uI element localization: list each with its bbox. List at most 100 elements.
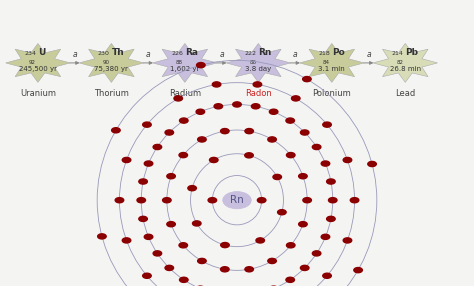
Polygon shape xyxy=(153,43,217,82)
Text: 234: 234 xyxy=(24,51,36,56)
Circle shape xyxy=(198,258,206,263)
Polygon shape xyxy=(79,43,144,82)
Circle shape xyxy=(165,130,173,135)
Text: 88: 88 xyxy=(176,60,183,65)
Circle shape xyxy=(122,157,131,162)
Circle shape xyxy=(321,161,330,166)
Text: Radon: Radon xyxy=(245,89,272,98)
Circle shape xyxy=(245,267,254,272)
Text: Rn: Rn xyxy=(230,195,244,205)
Text: 226: 226 xyxy=(171,51,183,56)
Circle shape xyxy=(343,157,352,162)
Text: 1,602 yr: 1,602 yr xyxy=(170,66,200,72)
Text: Radium: Radium xyxy=(169,89,201,98)
Circle shape xyxy=(299,174,307,179)
Circle shape xyxy=(174,96,182,101)
Text: Rn: Rn xyxy=(258,48,272,57)
Text: 26.8 min: 26.8 min xyxy=(390,66,421,72)
Text: 3.8 day: 3.8 day xyxy=(245,66,272,72)
Circle shape xyxy=(144,234,153,239)
Circle shape xyxy=(220,267,229,272)
Text: 222: 222 xyxy=(245,51,256,56)
Circle shape xyxy=(303,198,311,203)
Circle shape xyxy=(210,157,218,162)
Polygon shape xyxy=(6,43,70,82)
Circle shape xyxy=(122,238,131,243)
Circle shape xyxy=(98,234,106,239)
Circle shape xyxy=(214,104,223,109)
Circle shape xyxy=(197,63,205,68)
Circle shape xyxy=(143,273,151,278)
Circle shape xyxy=(268,258,276,263)
Circle shape xyxy=(198,137,206,142)
Circle shape xyxy=(233,102,241,107)
Circle shape xyxy=(208,198,217,203)
Text: a: a xyxy=(219,51,224,59)
Circle shape xyxy=(212,82,221,87)
Circle shape xyxy=(328,198,337,203)
Circle shape xyxy=(245,153,253,158)
Circle shape xyxy=(273,174,282,180)
Circle shape xyxy=(286,277,294,282)
Circle shape xyxy=(192,221,201,226)
Text: 84: 84 xyxy=(323,60,330,65)
Circle shape xyxy=(167,222,175,227)
Circle shape xyxy=(292,96,300,101)
Text: Pb: Pb xyxy=(405,48,418,57)
Circle shape xyxy=(343,238,352,243)
Text: 214: 214 xyxy=(392,51,403,56)
Circle shape xyxy=(245,128,254,134)
Circle shape xyxy=(323,273,331,278)
Circle shape xyxy=(286,152,295,158)
Circle shape xyxy=(312,144,321,150)
Circle shape xyxy=(167,174,175,179)
Text: 75,380 yr: 75,380 yr xyxy=(94,66,128,72)
Circle shape xyxy=(180,118,188,123)
Circle shape xyxy=(139,216,147,221)
Text: a: a xyxy=(366,51,371,59)
Text: a: a xyxy=(146,51,150,59)
Circle shape xyxy=(286,118,294,123)
Text: 92: 92 xyxy=(29,60,36,65)
Text: Uranium: Uranium xyxy=(20,89,56,98)
Circle shape xyxy=(223,192,251,209)
Circle shape xyxy=(220,128,229,134)
Text: Lead: Lead xyxy=(395,89,415,98)
Circle shape xyxy=(112,128,120,133)
Circle shape xyxy=(286,243,295,248)
Circle shape xyxy=(312,251,321,256)
Circle shape xyxy=(278,210,286,215)
Circle shape xyxy=(257,198,266,203)
Circle shape xyxy=(179,152,188,158)
Circle shape xyxy=(221,243,229,248)
Text: Thorium: Thorium xyxy=(94,89,129,98)
Circle shape xyxy=(188,186,196,191)
Text: 245,500 yr: 245,500 yr xyxy=(19,66,57,72)
Text: Po: Po xyxy=(332,48,345,57)
Circle shape xyxy=(368,161,376,166)
Text: 90: 90 xyxy=(102,60,109,65)
Circle shape xyxy=(144,161,153,166)
Circle shape xyxy=(321,234,330,239)
Circle shape xyxy=(350,198,359,203)
Circle shape xyxy=(153,251,162,256)
Text: 82: 82 xyxy=(396,60,403,65)
Circle shape xyxy=(269,109,278,114)
Text: 218: 218 xyxy=(318,51,330,56)
Circle shape xyxy=(143,122,151,127)
Circle shape xyxy=(115,198,124,203)
Circle shape xyxy=(180,277,188,282)
Polygon shape xyxy=(373,43,438,82)
Text: 3.1 min: 3.1 min xyxy=(319,66,345,72)
Text: a: a xyxy=(73,51,77,59)
Circle shape xyxy=(323,122,331,127)
Text: a: a xyxy=(293,51,297,59)
Circle shape xyxy=(354,267,362,273)
Circle shape xyxy=(165,265,173,271)
Circle shape xyxy=(299,222,307,227)
Circle shape xyxy=(268,137,276,142)
Text: 86: 86 xyxy=(249,60,256,65)
Circle shape xyxy=(179,243,188,248)
Circle shape xyxy=(327,216,335,221)
Circle shape xyxy=(256,238,264,243)
